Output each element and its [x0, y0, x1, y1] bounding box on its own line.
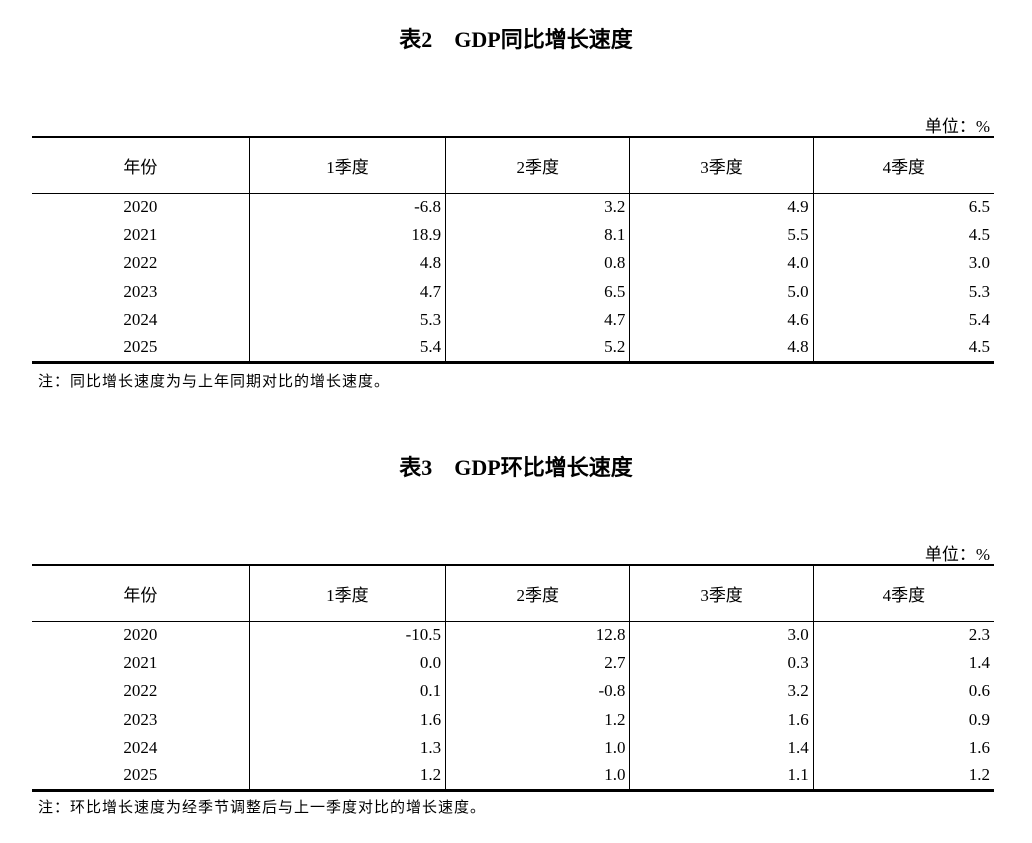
value-cell: 0.9	[812, 705, 994, 734]
value-cell: 6.5	[812, 193, 994, 222]
year-cell: 2024	[123, 737, 158, 757]
header-row: 年份 1季度 2季度 3季度 4季度	[32, 137, 994, 193]
value-cell: 5.4	[248, 333, 446, 363]
column-header: 4季度	[812, 565, 994, 621]
value-cell: 18.9	[248, 221, 446, 250]
value-cell: 4.7	[248, 277, 446, 306]
value-cell: -0.8	[445, 677, 630, 706]
table-row: 2025 1.2 1.0 1.1 1.2	[32, 761, 994, 791]
value-cell: 1.0	[445, 733, 630, 762]
table-row: 2021 18.9 8.1 5.5 4.5	[32, 221, 994, 250]
value-cell: 3.2	[445, 193, 630, 222]
table-row: 2025 5.4 5.2 4.8 4.5	[32, 333, 994, 363]
value-cell: 5.3	[812, 277, 994, 306]
year-cell: 2022	[123, 681, 158, 701]
column-header: 3季度	[629, 565, 814, 621]
table-row: 2020 -6.8 3.2 4.9 6.5	[32, 193, 994, 222]
value-cell: 1.2	[248, 761, 446, 791]
value-cell: 1.6	[812, 733, 994, 762]
value-cell: 5.2	[445, 333, 630, 363]
column-header: 3季度	[629, 137, 814, 193]
value-cell: 1.2	[445, 705, 630, 734]
table-title: 表2 GDP同比增长速度	[399, 27, 633, 52]
value-cell: 2.7	[445, 649, 630, 678]
table-row: 2021 0.0 2.7 0.3 1.4	[32, 649, 994, 678]
value-cell: 1.2	[812, 761, 994, 791]
value-cell: -6.8	[248, 193, 446, 222]
value-cell: 1.1	[629, 761, 814, 791]
table-note: 注：同比增长速度为与上年同期对比的增长速度。	[38, 372, 391, 390]
value-cell: 1.0	[445, 761, 630, 791]
unit-label: 单位：%	[924, 117, 990, 136]
year-cell: 2023	[123, 709, 158, 729]
value-cell: 4.0	[629, 249, 814, 278]
year-cell: 2024	[123, 309, 158, 329]
table-row: 2020 -10.5 12.8 3.0 2.3	[32, 621, 994, 650]
table-row: 2024 1.3 1.0 1.4 1.6	[32, 733, 994, 762]
year-cell: 2020	[123, 197, 158, 217]
value-cell: 4.5	[812, 333, 994, 363]
value-cell: 0.3	[629, 649, 814, 678]
table-title: 表3 GDP环比增长速度	[399, 455, 633, 480]
table-row: 2024 5.3 4.7 4.6 5.4	[32, 305, 994, 334]
value-cell: 5.5	[629, 221, 814, 250]
year-cell: 2022	[123, 253, 158, 273]
column-header: 年份	[123, 585, 158, 605]
value-cell: 4.7	[445, 305, 630, 334]
value-cell: 4.8	[248, 249, 446, 278]
value-cell: 4.6	[629, 305, 814, 334]
value-cell: 3.2	[629, 677, 814, 706]
value-cell: 1.3	[248, 733, 446, 762]
value-cell: 4.8	[629, 333, 814, 363]
table-note: 注：环比增长速度为经季节调整后与上一季度对比的增长速度。	[38, 798, 487, 816]
value-cell: 1.4	[629, 733, 814, 762]
year-cell: 2025	[123, 765, 158, 785]
value-cell: 1.6	[248, 705, 446, 734]
value-cell: 5.3	[248, 305, 446, 334]
value-cell: 0.1	[248, 677, 446, 706]
unit-label: 单位：%	[924, 545, 990, 564]
value-cell: -10.5	[248, 621, 446, 650]
value-cell: 4.5	[812, 221, 994, 250]
value-cell: 5.4	[812, 305, 994, 334]
year-cell: 2025	[123, 337, 158, 357]
value-cell: 0.0	[248, 649, 446, 678]
value-cell: 3.0	[812, 249, 994, 278]
value-cell: 8.1	[445, 221, 630, 250]
column-header: 4季度	[812, 137, 994, 193]
value-cell: 6.5	[445, 277, 630, 306]
year-cell: 2021	[123, 653, 158, 673]
header-row: 年份 1季度 2季度 3季度 4季度	[32, 565, 994, 621]
value-cell: 0.8	[445, 249, 630, 278]
value-cell: 4.9	[629, 193, 814, 222]
column-header: 2季度	[445, 565, 630, 621]
data-table: 年份 1季度 2季度 3季度 4季度 2020 -10.5 12.8 3.0 2.3 2021 0.…	[32, 564, 994, 792]
year-cell: 2023	[123, 281, 158, 301]
year-cell: 2021	[123, 225, 158, 245]
table-row: 2022 0.1 -0.8 3.2 0.6	[32, 677, 994, 706]
year-cell: 2020	[123, 625, 158, 645]
table-row: 2022 4.8 0.8 4.0 3.0	[32, 249, 994, 278]
value-cell: 1.4	[812, 649, 994, 678]
value-cell: 1.6	[629, 705, 814, 734]
value-cell: 12.8	[445, 621, 630, 650]
column-header: 1季度	[248, 137, 446, 193]
value-cell: 5.0	[629, 277, 814, 306]
column-header: 1季度	[248, 565, 446, 621]
table-row: 2023 1.6 1.2 1.6 0.9	[32, 705, 994, 734]
column-header: 年份	[123, 157, 158, 177]
column-header: 2季度	[445, 137, 630, 193]
data-table: 年份 1季度 2季度 3季度 4季度 2020 -6.8 3.2 4.9 6.5 2021 18.9…	[32, 136, 994, 364]
table-row: 2023 4.7 6.5 5.0 5.3	[32, 277, 994, 306]
value-cell: 3.0	[629, 621, 814, 650]
value-cell: 2.3	[812, 621, 994, 650]
value-cell: 0.6	[812, 677, 994, 706]
